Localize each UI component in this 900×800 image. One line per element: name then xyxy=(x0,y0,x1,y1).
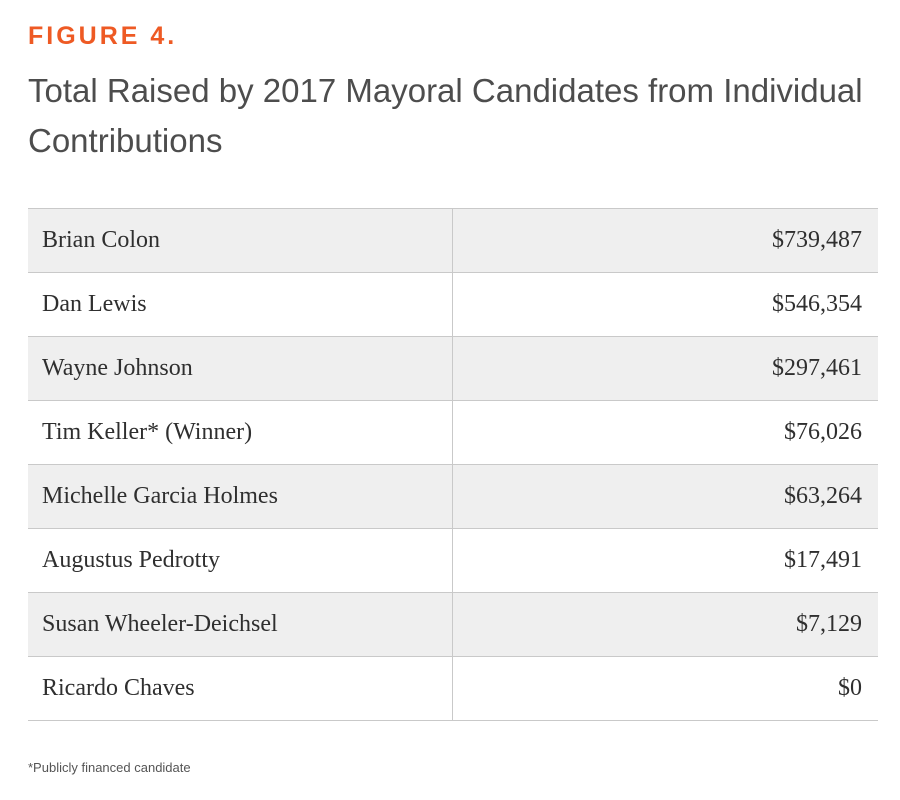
amount-raised: $297,461 xyxy=(452,336,878,401)
amount-raised: $546,354 xyxy=(452,272,878,337)
candidate-name: Ricardo Chaves xyxy=(28,656,453,721)
amount-raised: $0 xyxy=(452,656,878,721)
amount-raised: $17,491 xyxy=(452,528,878,593)
amount-raised: $7,129 xyxy=(452,592,878,657)
table-row: Brian Colon $739,487 xyxy=(28,208,878,273)
figure-label: FIGURE 4. xyxy=(28,22,178,50)
table-row: Michelle Garcia Holmes $63,264 xyxy=(28,464,878,529)
table-row: Dan Lewis $546,354 xyxy=(28,272,878,337)
table-row: Susan Wheeler-Deichsel $7,129 xyxy=(28,592,878,657)
table-body: Brian Colon $739,487 Dan Lewis $546,354 Wayn… xyxy=(28,208,878,721)
candidate-name: Brian Colon xyxy=(28,208,453,273)
amount-raised: $76,026 xyxy=(452,400,878,465)
candidate-name: Michelle Garcia Holmes xyxy=(28,464,453,529)
candidate-name: Susan Wheeler-Deichsel xyxy=(28,592,453,657)
candidate-name: Augustus Pedrotty xyxy=(28,528,453,593)
chart-title: Total Raised by 2017 Mayoral Candidates … xyxy=(28,72,863,159)
amount-raised: $739,487 xyxy=(452,208,878,273)
candidate-name: Wayne Johnson xyxy=(28,336,453,401)
table-row: Tim Keller* (Winner) $76,026 xyxy=(28,400,878,465)
table-row: Augustus Pedrotty $17,491 xyxy=(28,528,878,593)
amount-raised: $63,264 xyxy=(452,464,878,529)
candidate-name: Tim Keller* (Winner) xyxy=(28,400,453,465)
table-row: Wayne Johnson $297,461 xyxy=(28,336,878,401)
contributions-table: Brian Colon $739,487 Dan Lewis $546,354 Wayn… xyxy=(28,208,878,721)
table-row: Ricardo Chaves $0 xyxy=(28,656,878,721)
candidate-name: Dan Lewis xyxy=(28,272,453,337)
footnote: *Publicly financed candidate xyxy=(28,760,191,775)
